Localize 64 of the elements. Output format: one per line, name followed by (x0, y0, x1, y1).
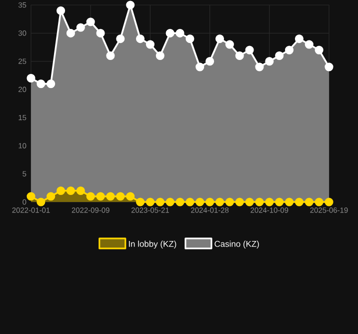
point (255, 62, 264, 72)
point (126, 192, 135, 201)
point (314, 46, 324, 54)
point (324, 198, 334, 206)
point (76, 23, 85, 32)
point (196, 62, 204, 72)
point (186, 198, 194, 206)
point (96, 28, 105, 38)
point (275, 198, 284, 206)
point (106, 192, 115, 201)
point (206, 198, 214, 206)
point (36, 80, 46, 88)
legend-label: In lobby (KZ) (128, 240, 176, 249)
point (225, 198, 234, 206)
point (46, 192, 56, 201)
point (225, 40, 234, 49)
point (166, 198, 174, 206)
point (116, 192, 125, 201)
point (284, 46, 294, 54)
point (215, 198, 224, 206)
point (215, 34, 224, 44)
point (26, 74, 36, 82)
point (26, 192, 36, 201)
point (245, 198, 254, 206)
point (206, 56, 214, 66)
point (126, 0, 135, 10)
point (245, 46, 254, 54)
point (304, 40, 314, 49)
point (136, 198, 145, 206)
point (86, 192, 95, 201)
point (176, 28, 184, 38)
point (36, 198, 46, 206)
point (106, 51, 115, 60)
point (116, 34, 125, 44)
point (265, 56, 274, 66)
point (294, 198, 304, 206)
point (255, 198, 264, 206)
point (186, 34, 194, 44)
point (96, 192, 105, 201)
point (314, 198, 324, 206)
point (166, 28, 174, 38)
point (294, 34, 304, 44)
point (56, 6, 66, 15)
point (146, 40, 154, 49)
point (284, 198, 294, 206)
point (156, 51, 164, 60)
point (324, 62, 334, 72)
point (76, 186, 85, 196)
point (235, 198, 244, 206)
point (304, 198, 314, 206)
point (196, 198, 204, 206)
point (46, 80, 56, 88)
point (156, 198, 164, 206)
point (265, 198, 274, 206)
point (146, 198, 154, 206)
point (66, 186, 76, 196)
point (86, 18, 95, 26)
legend-label: Casino (KZ) (214, 240, 259, 249)
point (136, 34, 145, 44)
point (176, 198, 184, 206)
point (275, 51, 284, 60)
point (66, 28, 76, 38)
point (56, 186, 66, 196)
point (235, 51, 244, 60)
